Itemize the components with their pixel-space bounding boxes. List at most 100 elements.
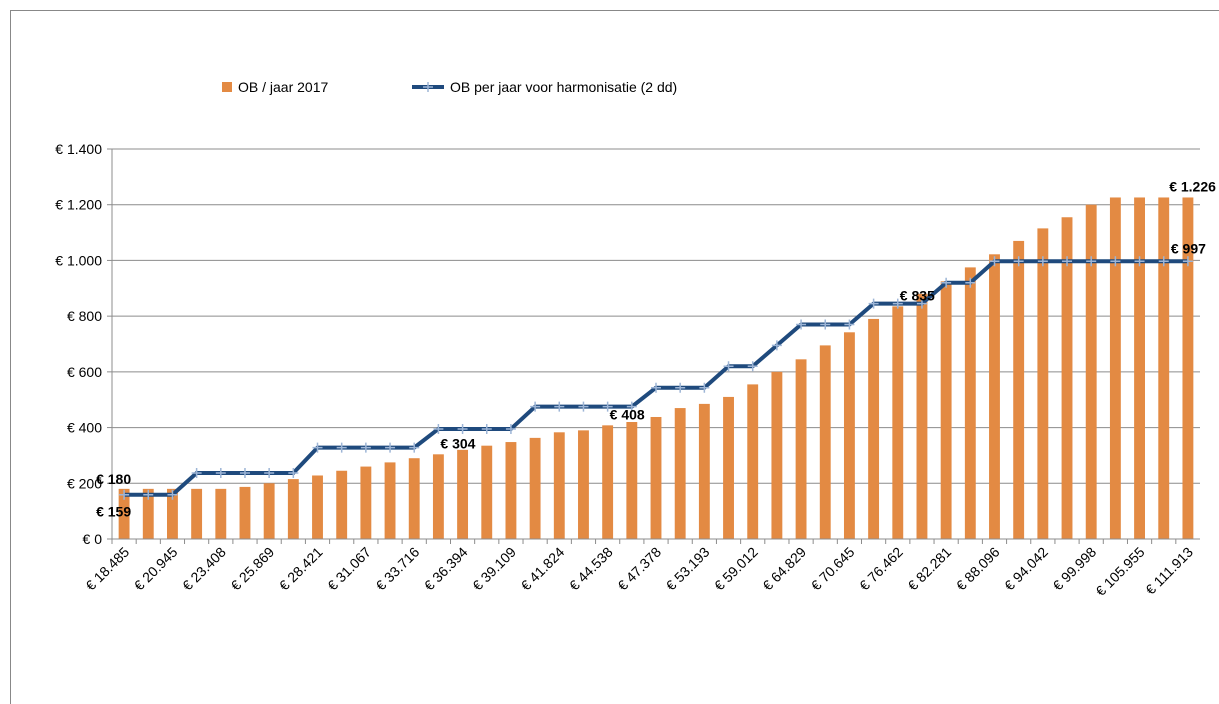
y-tick-label: € 1.000 [55, 252, 102, 268]
x-tick-label: € 94.042 [1001, 544, 1051, 594]
marker [892, 298, 903, 309]
marker [651, 382, 661, 393]
bar [1134, 197, 1145, 539]
x-tick-label: € 41.824 [518, 544, 568, 594]
bar [481, 445, 493, 539]
legend-marker [423, 82, 433, 92]
marker [433, 423, 444, 434]
marker [771, 340, 782, 351]
marker [481, 423, 492, 434]
x-tick-label: € 39.109 [469, 544, 519, 594]
marker [191, 467, 202, 478]
bar [674, 408, 686, 539]
bar [892, 306, 904, 539]
bar [1013, 240, 1025, 539]
marker [385, 442, 396, 453]
bar [142, 488, 154, 539]
chart-border [10, 10, 1219, 704]
x-tick-label: € 70.645 [808, 544, 858, 594]
x-tick-label: € 111.913 [1142, 544, 1196, 598]
data-label: € 997 [1171, 240, 1206, 256]
x-tick-label: € 99.998 [1049, 544, 1099, 594]
x-tick-label: € 59.012 [711, 544, 761, 594]
bar [795, 359, 807, 539]
marker [360, 442, 371, 453]
marker [215, 467, 226, 478]
legend-label: OB per jaar voor harmonisatie (2 dd) [450, 79, 677, 95]
marker [868, 298, 879, 309]
data-label: € 180 [96, 471, 131, 487]
bar [1037, 228, 1049, 539]
marker [699, 382, 710, 393]
bar [1109, 197, 1121, 539]
data-label: € 408 [610, 406, 645, 422]
y-tick-label: € 600 [67, 364, 102, 380]
bar [602, 425, 614, 539]
marker [505, 423, 516, 434]
marker [409, 442, 420, 453]
y-tick-label: € 800 [67, 308, 102, 324]
marker [554, 401, 565, 412]
marker [1013, 256, 1024, 267]
marker [916, 298, 927, 309]
bar [287, 479, 299, 539]
bar [312, 475, 323, 539]
marker [1086, 256, 1097, 267]
bar [215, 488, 227, 539]
bar [191, 488, 203, 539]
data-label: € 835 [900, 287, 935, 303]
marker [723, 361, 734, 372]
x-tick-label: € 88.096 [953, 544, 1003, 594]
marker [1062, 256, 1073, 267]
bar [578, 430, 589, 539]
marker [457, 423, 468, 434]
bar [723, 396, 734, 539]
marker [796, 319, 807, 330]
x-tick-label: € 36.394 [421, 544, 471, 594]
bar [384, 462, 396, 539]
legend-label: OB / jaar 2017 [238, 79, 328, 95]
bar [868, 318, 880, 539]
y-tick-label: € 1.200 [55, 197, 102, 213]
marker [1110, 256, 1121, 267]
marker [167, 489, 178, 500]
x-tick-label: € 31.067 [324, 544, 374, 594]
marker [941, 277, 952, 288]
marker [989, 256, 1000, 267]
marker [312, 442, 323, 453]
bar [263, 483, 275, 539]
x-tick-label: € 33.716 [372, 544, 422, 594]
bar [408, 458, 420, 539]
bar [650, 416, 662, 539]
bar [167, 488, 178, 539]
data-label: € 304 [440, 435, 475, 451]
bar [626, 422, 638, 539]
bar [1085, 204, 1097, 539]
legend-swatch [222, 82, 232, 92]
marker [1158, 256, 1169, 267]
data-label: € 1.226 [1169, 178, 1216, 194]
x-tick-label: € 20.945 [131, 544, 181, 594]
marker [626, 401, 637, 412]
marker [602, 401, 613, 412]
marker [747, 361, 758, 372]
bar [505, 442, 517, 539]
bar [553, 432, 565, 539]
x-tick-label: € 44.538 [566, 544, 616, 594]
bar [964, 267, 976, 539]
marker [965, 277, 976, 288]
x-tick-label: € 25.869 [227, 544, 277, 594]
y-tick-label: € 400 [67, 420, 102, 436]
marker [1037, 256, 1048, 267]
bar [1158, 197, 1170, 539]
x-tick-label: € 47.378 [614, 544, 664, 594]
y-tick-label: € 200 [67, 475, 102, 491]
bar [457, 449, 469, 539]
x-tick-label: € 28.421 [276, 544, 326, 594]
bar [819, 345, 831, 539]
bar [747, 384, 759, 539]
bar [916, 293, 928, 539]
marker [239, 467, 250, 478]
marker [336, 442, 347, 453]
